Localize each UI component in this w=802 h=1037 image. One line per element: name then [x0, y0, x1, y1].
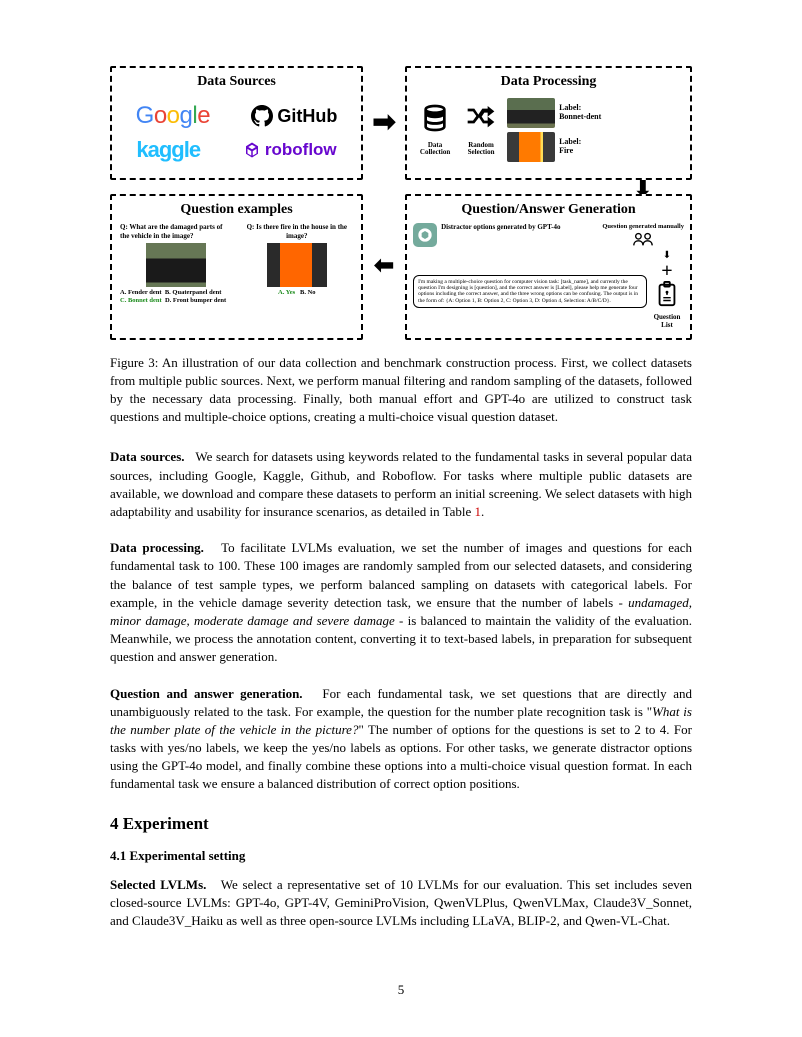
label-text: Label: Bonnet-dent — [559, 104, 601, 122]
panel-title: Question/Answer Generation — [413, 200, 684, 220]
kaggle-logo: kaggle — [136, 135, 200, 166]
distractor-label: Distractor options generated by GPT-4o — [441, 223, 594, 231]
question-text: Q: What are the damaged parts of the veh… — [120, 223, 233, 240]
prompt-box: I'm making a multiple-choice question fo… — [413, 275, 647, 308]
data-collection-label: Data Collection — [415, 142, 455, 157]
para-selected-lvlms: Selected LVLMs. We select a representati… — [110, 876, 692, 931]
panel-title: Data Processing — [413, 72, 684, 92]
people-icon — [632, 232, 654, 246]
google-logo: Google — [136, 99, 210, 133]
para-data-sources: Data sources. We search for datasets usi… — [110, 448, 692, 521]
label-text: Label: Fire — [559, 138, 581, 156]
github-text: GitHub — [277, 104, 337, 129]
figure-row-1: Data Sources Google GitHub kaggle — [110, 66, 692, 180]
left-arrow-icon: ⬅ — [373, 194, 395, 340]
logos-area: Google GitHub kaggle roboflow — [118, 94, 355, 172]
database-icon — [415, 102, 455, 134]
roboflow-text: roboflow — [265, 138, 337, 162]
car-thumbnail — [146, 243, 206, 287]
manual-label: Question generated manually — [602, 223, 684, 231]
section-heading: 4 Experiment — [110, 812, 692, 836]
clipboard-icon — [654, 281, 680, 307]
shuffle-icon — [461, 102, 501, 134]
panel-title: Question examples — [118, 200, 355, 220]
page-number: 5 — [0, 981, 802, 999]
figure-row-2: Question examples Q: What are the damage… — [110, 194, 692, 340]
answer-options: A. Yes B. No — [241, 289, 354, 297]
para-data-processing: Data processing. To facilitate LVLMs eva… — [110, 539, 692, 666]
question-list-label: Question List — [650, 314, 684, 329]
figure-3: Data Sources Google GitHub kaggle — [110, 66, 692, 340]
gpt-icon — [413, 223, 437, 247]
roboflow-logo: roboflow — [243, 138, 337, 162]
subsection-heading: 4.1 Experimental setting — [110, 847, 692, 865]
panel-qa-generation: Question/Answer Generation Distractor op… — [405, 194, 692, 340]
plus-icon: + — [650, 261, 684, 281]
panel-data-sources: Data Sources Google GitHub kaggle — [110, 66, 363, 180]
car-thumbnail — [507, 98, 555, 128]
processing-content: Data Collection Random Selection Label: … — [413, 94, 684, 166]
random-selection-label: Random Selection — [461, 142, 501, 157]
answer-options: A. Fender dent B. Quaterpanel dent C. Bo… — [120, 289, 233, 305]
panel-data-processing: Data Processing Data Collection Random S… — [405, 66, 692, 180]
fire-thumbnail — [507, 132, 555, 162]
para-qa-generation: Question and answer generation. For each… — [110, 685, 692, 794]
panel-question-examples: Question examples Q: What are the damage… — [110, 194, 363, 340]
figure-caption: Figure 3: An illustration of our data co… — [110, 354, 692, 427]
github-logo: GitHub — [251, 104, 337, 129]
question-text: Q: Is there fire in the house in the ima… — [241, 223, 354, 240]
arrow-icon: ➡ — [373, 66, 395, 180]
panel-title: Data Sources — [118, 72, 355, 92]
fire-thumbnail — [267, 243, 327, 287]
